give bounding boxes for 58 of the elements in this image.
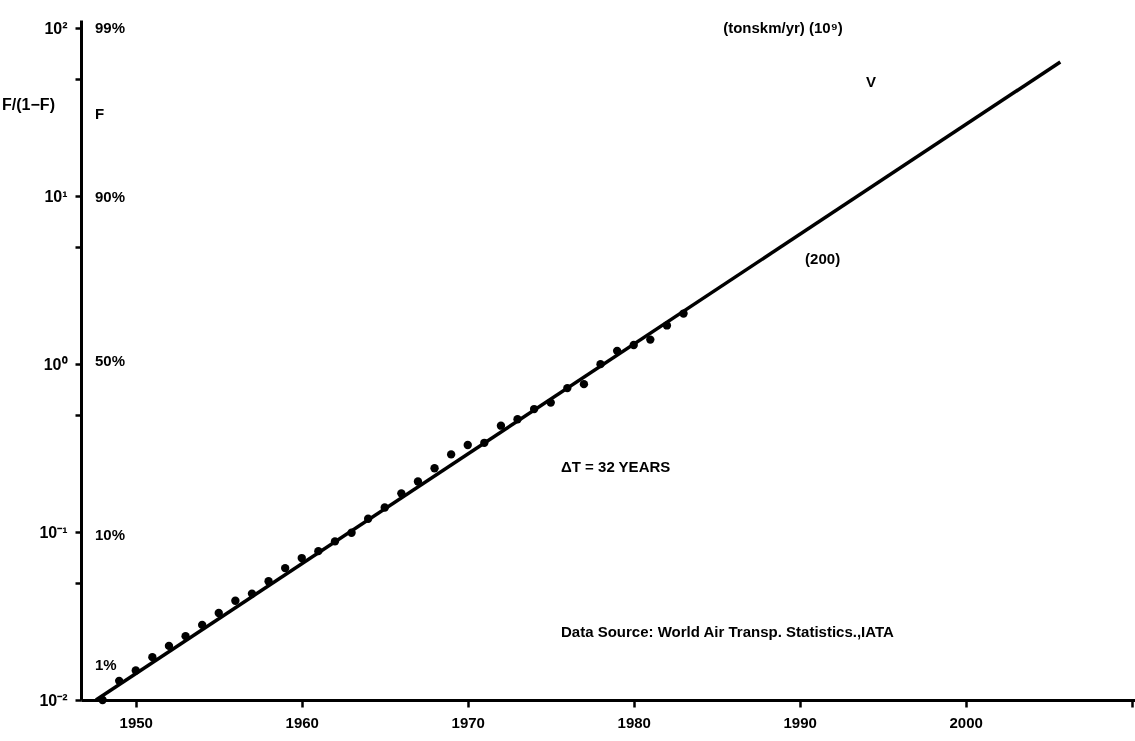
y-tick-label: 10¹ [44, 187, 68, 205]
annotation: (200) [805, 250, 841, 268]
annotation: 90% [95, 188, 126, 205]
point [596, 359, 605, 369]
chart-title: (tonskm/yr) (10⁹) [723, 19, 843, 36]
point [480, 438, 489, 447]
point [231, 596, 240, 605]
y-tick-label: 10² [44, 19, 68, 37]
point [529, 404, 539, 414]
point [214, 608, 223, 618]
y-axis-title: F/(1−F) [2, 95, 55, 113]
point [679, 309, 688, 318]
point [363, 514, 373, 523]
annotation: F [95, 105, 105, 122]
point [430, 464, 439, 473]
point [546, 398, 555, 407]
annotation: ΔT = 32 YEARS [561, 458, 671, 475]
point [264, 577, 273, 586]
annotation: 50% [95, 352, 126, 369]
annotation: 1% [95, 656, 117, 673]
y-tick-label: 10⁰ [43, 355, 68, 373]
point [347, 528, 356, 537]
y-tick-label: 10⁻² [39, 691, 68, 709]
point [579, 379, 589, 389]
point [148, 652, 157, 662]
point [496, 421, 506, 430]
x-tick-label: 1980 [617, 713, 651, 731]
point [297, 553, 306, 563]
annotation: Data Source: World Air Transp. Statistics.,IATA [561, 623, 895, 640]
annotation: 99% [95, 19, 126, 36]
x-tick-label: 2000 [949, 713, 983, 731]
x-tick-label: 1990 [783, 713, 817, 731]
point [380, 503, 389, 512]
point [629, 340, 638, 350]
annotation: 10% [95, 526, 126, 543]
x-tick-label: 1970 [451, 713, 485, 731]
point [513, 415, 522, 424]
point [397, 489, 406, 498]
point [646, 335, 655, 344]
point [131, 666, 140, 675]
point [98, 695, 107, 705]
annotation: V [865, 73, 877, 90]
point [164, 641, 174, 651]
point [181, 631, 190, 641]
point [463, 440, 472, 450]
x-tick-label: 1960 [285, 713, 319, 731]
x-tick-label: 1950 [119, 713, 153, 731]
point [446, 450, 456, 459]
point [197, 620, 207, 630]
point [247, 589, 257, 598]
point [314, 546, 323, 556]
point [612, 346, 622, 356]
point [662, 321, 672, 330]
point [330, 537, 340, 546]
y-tick-label: 10⁻¹ [39, 523, 68, 541]
point [280, 563, 290, 573]
point [413, 477, 423, 486]
point [563, 383, 572, 393]
